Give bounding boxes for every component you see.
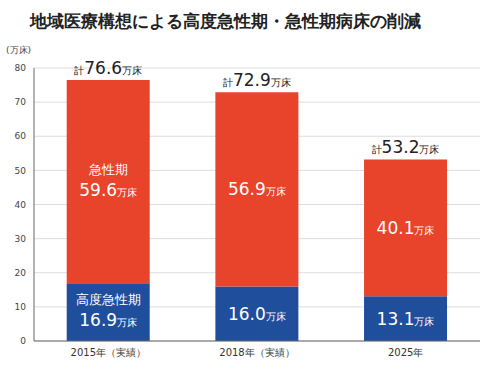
- svg-text:40: 40: [15, 200, 27, 210]
- svg-text:2015年（実績）: 2015年（実績）: [71, 347, 146, 358]
- svg-text:10: 10: [15, 302, 27, 312]
- svg-text:50: 50: [15, 166, 27, 176]
- svg-text:高度急性期: 高度急性期: [76, 292, 141, 307]
- svg-text:30: 30: [15, 234, 27, 244]
- svg-text:80: 80: [15, 63, 27, 73]
- svg-text:59.6万床: 59.6万床: [79, 180, 137, 200]
- svg-text:0: 0: [20, 336, 26, 346]
- svg-text:計53.2万床: 計53.2万床: [372, 137, 440, 157]
- svg-text:計76.6万床: 計76.6万床: [74, 58, 142, 78]
- svg-text:13.1万床: 13.1万床: [377, 309, 435, 329]
- svg-text:急性期: 急性期: [88, 162, 128, 177]
- svg-text:2025年: 2025年: [388, 347, 423, 358]
- svg-text:40.1万床: 40.1万床: [377, 218, 435, 238]
- svg-text:56.9万床: 56.9万床: [228, 179, 286, 199]
- svg-text:16.9万床: 16.9万床: [79, 310, 137, 330]
- svg-text:2018年（実績）: 2018年（実績）: [219, 347, 294, 358]
- svg-text:70: 70: [15, 97, 27, 107]
- svg-text:16.0万床: 16.0万床: [228, 304, 286, 324]
- html-text:(万床): (万床): [6, 45, 31, 55]
- svg-text:60: 60: [15, 131, 27, 141]
- html-text:地域医療構想による高度急性期・急性期病床の削減: 地域医療構想による高度急性期・急性期病床の削減: [30, 11, 421, 31]
- svg-text:20: 20: [15, 268, 27, 278]
- svg-text:計72.9万床: 計72.9万床: [223, 70, 291, 90]
